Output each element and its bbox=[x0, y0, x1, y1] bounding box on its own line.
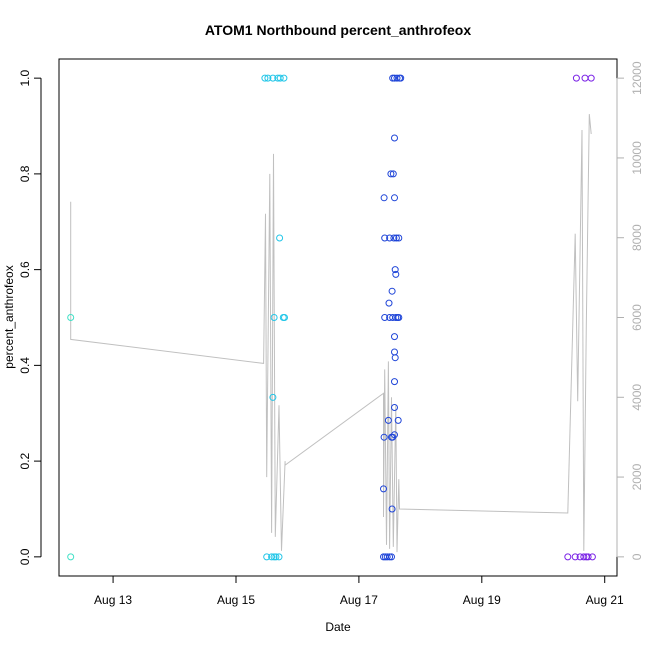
secondary-series-line bbox=[70, 114, 592, 553]
data-point bbox=[270, 314, 278, 321]
data-point bbox=[584, 553, 592, 561]
data-point bbox=[394, 416, 402, 424]
x-axis-label: Date bbox=[325, 620, 351, 634]
data-point bbox=[564, 553, 572, 561]
y-axis-label: percent_anthrofeox bbox=[2, 265, 16, 368]
data-point bbox=[393, 74, 401, 82]
data-point bbox=[391, 266, 399, 274]
data-point bbox=[384, 416, 392, 424]
y-tick-label: 0.4 bbox=[18, 357, 32, 374]
data-point bbox=[380, 485, 387, 493]
y-axis-right: 0 2000 4000 6000 8000 10000 12000 bbox=[616, 61, 644, 560]
data-point bbox=[391, 431, 398, 439]
x-tick-label: Aug 17 bbox=[340, 593, 378, 607]
data-point bbox=[588, 553, 596, 561]
data-point bbox=[385, 299, 393, 307]
secondary-line-layer bbox=[70, 114, 592, 553]
data-point bbox=[380, 433, 388, 441]
plot-frame bbox=[58, 58, 618, 577]
data-point bbox=[381, 234, 389, 242]
data-point bbox=[387, 170, 395, 178]
y2-tick-label: 12000 bbox=[630, 61, 644, 95]
y-tick-label: 0.0 bbox=[18, 548, 32, 565]
y2-tick-label: 2000 bbox=[630, 463, 644, 490]
data-point bbox=[391, 333, 398, 341]
data-point bbox=[388, 553, 395, 561]
data-point bbox=[391, 404, 398, 411]
y-tick-label: 0.2 bbox=[18, 452, 32, 469]
x-axis: Aug 13 Aug 15 Aug 17 Aug 19 Aug 21 bbox=[94, 575, 624, 607]
y2-tick-label: 0 bbox=[630, 553, 644, 560]
y-tick-label: 0.8 bbox=[18, 165, 32, 182]
data-point bbox=[395, 234, 403, 242]
data-point bbox=[381, 314, 389, 321]
chart-title: ATOM1 Northbound percent_anthrofeox bbox=[205, 22, 471, 38]
data-point bbox=[272, 553, 280, 561]
data-point bbox=[269, 74, 277, 82]
data-point bbox=[276, 234, 284, 242]
data-point bbox=[281, 314, 288, 321]
data-point bbox=[391, 348, 398, 356]
data-point bbox=[392, 234, 400, 242]
data-point bbox=[263, 553, 271, 561]
data-point bbox=[390, 234, 398, 242]
y2-tick-label: 10000 bbox=[630, 141, 644, 175]
points-layer bbox=[67, 74, 596, 561]
data-point bbox=[572, 74, 580, 82]
data-point bbox=[264, 74, 272, 82]
y-tick-label: 0.6 bbox=[18, 261, 32, 278]
data-point bbox=[391, 134, 398, 142]
data-point bbox=[386, 553, 394, 561]
data-point bbox=[391, 354, 399, 362]
data-point bbox=[587, 74, 595, 82]
data-point bbox=[395, 314, 403, 321]
y2-tick-label: 4000 bbox=[630, 384, 644, 411]
x-tick-label: Aug 21 bbox=[586, 593, 624, 607]
data-point bbox=[581, 74, 589, 82]
data-point bbox=[261, 74, 269, 82]
data-point bbox=[391, 378, 398, 386]
y2-tick-label: 8000 bbox=[630, 224, 644, 251]
data-point bbox=[386, 234, 394, 242]
data-point bbox=[268, 553, 276, 561]
x-tick-label: Aug 13 bbox=[94, 593, 132, 607]
data-point bbox=[67, 314, 75, 321]
data-point bbox=[389, 170, 397, 178]
data-point bbox=[67, 553, 75, 561]
y-axis: 0.0 0.2 0.4 0.6 0.8 1.0 bbox=[18, 69, 42, 565]
y-tick-label: 1.0 bbox=[18, 69, 32, 86]
data-point bbox=[397, 74, 405, 82]
y2-tick-label: 6000 bbox=[630, 304, 644, 331]
data-point bbox=[275, 553, 283, 561]
data-point bbox=[388, 505, 396, 513]
data-point bbox=[383, 553, 391, 561]
data-point bbox=[276, 74, 284, 82]
data-point bbox=[280, 74, 288, 82]
data-point bbox=[391, 194, 398, 202]
data-point bbox=[392, 270, 400, 278]
data-point bbox=[580, 553, 588, 561]
data-point bbox=[571, 553, 579, 561]
x-tick-label: Aug 19 bbox=[463, 593, 501, 607]
data-point bbox=[388, 287, 396, 295]
x-tick-label: Aug 15 bbox=[217, 593, 255, 607]
data-point bbox=[269, 393, 277, 401]
data-point bbox=[380, 194, 388, 202]
